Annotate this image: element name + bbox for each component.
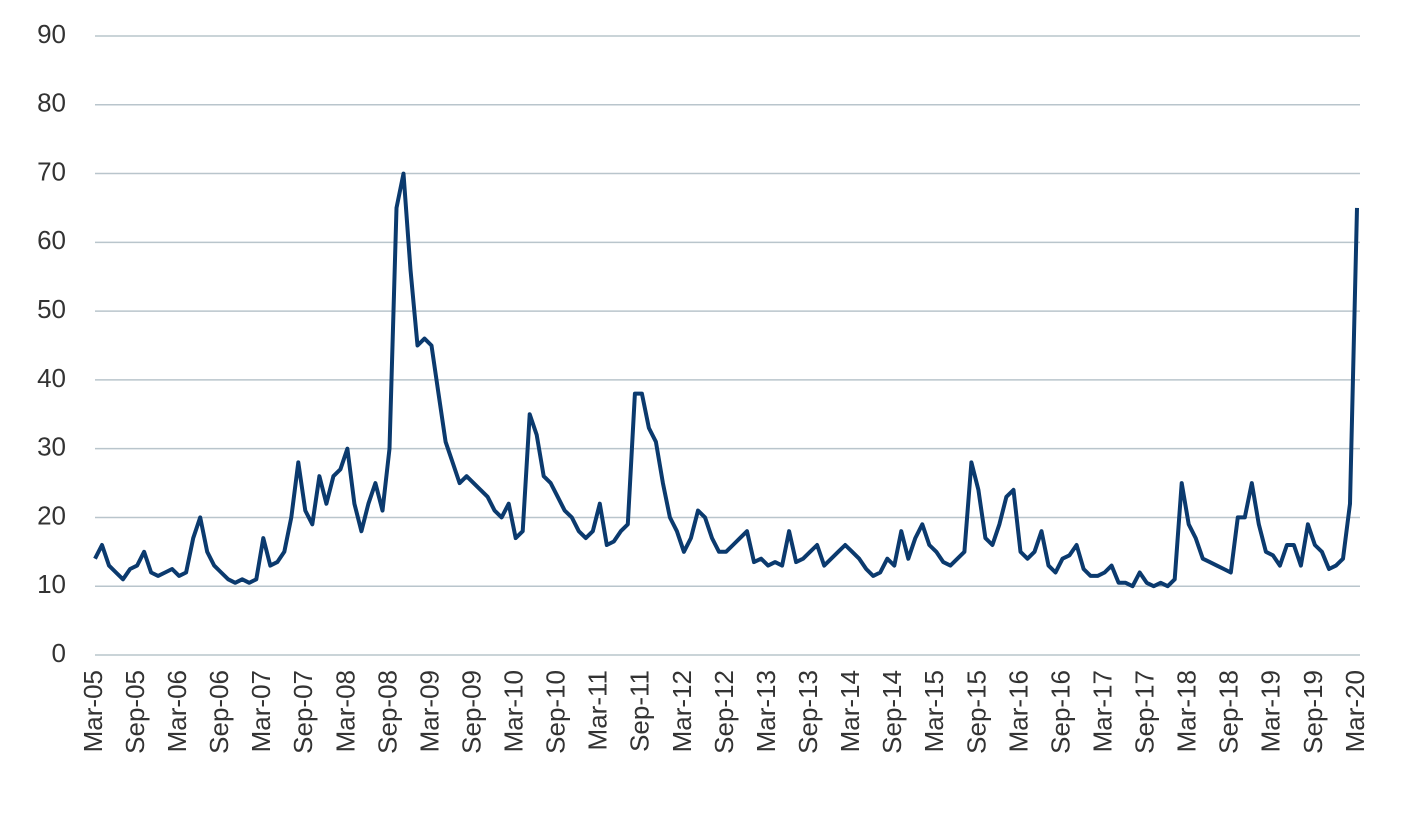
x-tick-label: Sep-05 <box>120 670 150 754</box>
x-tick-label: Sep-17 <box>1130 670 1160 754</box>
x-tick-label: Mar-10 <box>499 670 529 752</box>
x-tick-label: Sep-09 <box>456 670 486 754</box>
y-tick-label: 20 <box>37 500 66 530</box>
x-tick-label: Mar-18 <box>1172 670 1202 752</box>
y-tick-label: 70 <box>37 156 66 186</box>
x-tick-label: Sep-06 <box>204 670 234 754</box>
x-tick-label: Sep-16 <box>1045 670 1075 754</box>
y-tick-label: 80 <box>37 88 66 118</box>
x-tick-label: Sep-10 <box>541 670 571 754</box>
x-tick-label: Mar-12 <box>667 670 697 752</box>
x-tick-label: Sep-18 <box>1214 670 1244 754</box>
x-tick-label: Mar-11 <box>583 670 613 750</box>
x-tick-label: Sep-19 <box>1298 670 1328 754</box>
x-tick-label: Sep-14 <box>877 670 907 754</box>
x-tick-label: Sep-13 <box>793 670 823 754</box>
x-tick-label: Mar-15 <box>919 670 949 752</box>
series-line <box>93 171 1359 589</box>
y-tick-label: 60 <box>37 225 66 255</box>
x-tick-label: Sep-07 <box>288 670 318 754</box>
x-tick-label: Sep-11 <box>625 670 655 752</box>
y-tick-label: 40 <box>37 363 66 393</box>
x-tick-label: Mar-05 <box>78 670 108 752</box>
x-tick-label: Mar-06 <box>162 670 192 752</box>
x-tick-label: Sep-12 <box>709 670 739 754</box>
y-tick-label: 50 <box>37 294 66 324</box>
x-tick-label: Mar-16 <box>1003 670 1033 752</box>
x-tick-label: Mar-07 <box>246 670 276 752</box>
x-tick-label: Sep-08 <box>372 670 402 754</box>
x-tick-label: Sep-15 <box>961 670 991 754</box>
y-tick-label: 30 <box>37 432 66 462</box>
y-tick-label: 90 <box>37 19 66 49</box>
x-tick-label: Mar-08 <box>330 670 360 752</box>
x-tick-label: Mar-09 <box>414 670 444 752</box>
y-tick-label: 0 <box>52 638 66 668</box>
x-tick-label: Mar-17 <box>1087 670 1117 752</box>
x-tick-label: Mar-14 <box>835 670 865 752</box>
y-tick-label: 10 <box>37 569 66 599</box>
x-tick-label: Mar-19 <box>1256 670 1286 752</box>
x-tick-label: Mar-20 <box>1340 670 1370 752</box>
x-tick-label: Mar-13 <box>751 670 781 752</box>
